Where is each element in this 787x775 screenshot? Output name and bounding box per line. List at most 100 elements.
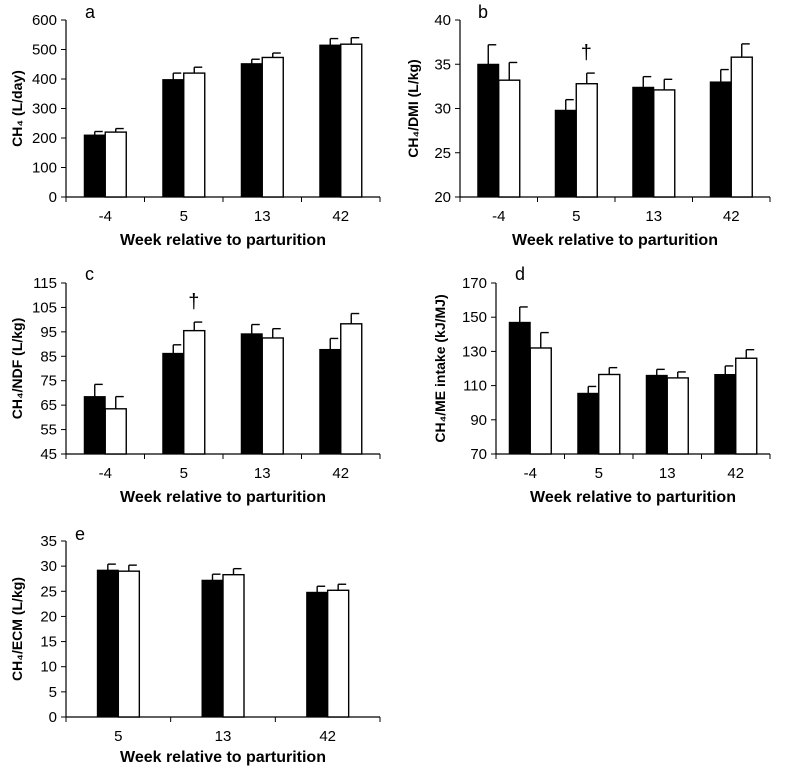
bar-black [201, 579, 224, 718]
panel-letter: a [85, 2, 96, 22]
y-tick-label: 300 [32, 101, 57, 118]
panel-e: 0 5 10 15 20 25 30 35 5 13 42 Week relative to part… [9, 524, 381, 766]
bar-black [319, 44, 342, 198]
y-tick-label: 10 [40, 659, 57, 676]
bar-white [261, 337, 284, 455]
x-tick-label: 42 [723, 208, 740, 225]
bar-white [575, 83, 598, 198]
bar-white [498, 79, 521, 198]
bar-white [529, 347, 552, 455]
x-tick-label: -4 [524, 465, 537, 482]
y-axis-title: CH₄/ME intake (kJ/MJ) [432, 294, 448, 442]
y-tick-label: 55 [40, 422, 57, 439]
y-tick-label: 170 [462, 275, 487, 292]
y-tick-label: 110 [463, 378, 487, 395]
bar-black [306, 591, 329, 718]
panel-c: 45 55 65 75 85 95 105 115 -4 5 13 42 † Week relative … [9, 264, 381, 506]
x-axis-title: Week relative to parturition [120, 489, 326, 506]
y-tick-label: 35 [434, 56, 451, 73]
x-tick-label: 13 [645, 208, 662, 225]
panel-b: 20 25 30 35 40 -4 5 13 42 † Week relative to partu… [405, 2, 771, 249]
x-tick-label: 42 [332, 208, 349, 225]
bar-black [96, 569, 119, 718]
y-tick-label: 90 [470, 412, 487, 429]
bar-white [666, 377, 689, 455]
bar-white [117, 570, 141, 718]
bar-black [83, 396, 106, 455]
x-tick-label: 13 [659, 465, 676, 482]
y-tick-label: 105 [32, 299, 57, 316]
bar-black [632, 86, 655, 198]
bar-black [554, 109, 577, 198]
y-tick-label: 115 [33, 275, 57, 292]
bar-white [735, 357, 758, 455]
y-tick-label: 95 [40, 324, 57, 341]
x-tick-label: 42 [727, 465, 744, 482]
x-tick-label: 42 [332, 465, 349, 482]
x-tick-label: 5 [114, 728, 122, 745]
y-axis-title: CH₄/ECM (L/kg) [9, 577, 25, 681]
x-tick-label: 5 [572, 208, 580, 225]
bar-black [714, 373, 737, 455]
bar-black [319, 348, 342, 455]
x-tick-label: -4 [99, 208, 112, 225]
x-tick-label: 13 [215, 728, 232, 745]
panel-letter: c [85, 264, 94, 284]
y-axis-title: CH₄/DMI (L/kg) [405, 59, 421, 157]
y-tick-label: 5 [49, 684, 57, 701]
x-tick-label: -4 [99, 465, 112, 482]
y-tick-label: 600 [32, 12, 57, 29]
y-axis-title: CH₄ (L/day) [9, 70, 25, 147]
y-tick-label: 400 [32, 71, 57, 88]
y-tick-label: 75 [40, 373, 57, 390]
bar-white [183, 72, 206, 198]
y-axis-title: CH₄/NDF (L/kg) [9, 318, 25, 420]
y-tick-label: 500 [32, 42, 57, 59]
y-tick-label: 70 [470, 446, 487, 463]
x-tick-label: 5 [180, 465, 188, 482]
x-axis-title: Week relative to parturition [120, 749, 326, 766]
y-tick-label: 150 [462, 309, 487, 326]
bar-black [162, 79, 185, 198]
y-tick-label: 30 [434, 101, 451, 118]
y-tick-label: 85 [40, 348, 57, 365]
x-tick-label: 42 [319, 728, 336, 745]
y-tick-label: 0 [49, 189, 57, 206]
bar-black [240, 333, 263, 455]
x-tick-label: 13 [254, 465, 271, 482]
y-tick-label: 65 [40, 397, 57, 414]
y-tick-label: 25 [434, 145, 451, 162]
y-tick-label: 35 [40, 533, 57, 550]
panel-d: 70 90 110 130 150 170 -4 5 13 42 Week relative to … [432, 264, 771, 506]
bar-black [508, 321, 531, 455]
x-axis-title: Week relative to parturition [120, 232, 326, 249]
bar-white [261, 56, 284, 198]
x-axis-title: Week relative to parturition [530, 489, 736, 506]
x-tick-label: 5 [180, 208, 188, 225]
y-tick-label: 45 [40, 446, 57, 463]
panel-a: 0 100 200 300 400 500 600 -4 5 13 42 Week relative … [9, 2, 381, 249]
bar-white [730, 56, 753, 198]
y-tick-label: 25 [40, 583, 57, 600]
y-tick-label: 20 [40, 608, 57, 625]
bar-white [340, 323, 363, 455]
y-tick-label: 20 [434, 189, 451, 206]
bar-white [222, 573, 245, 718]
y-tick-label: 40 [434, 12, 451, 29]
bar-black [709, 81, 732, 198]
bar-white [104, 408, 127, 455]
panel-letter: e [75, 524, 85, 544]
bar-white [183, 329, 206, 455]
x-axis-title: Week relative to parturition [512, 232, 718, 249]
bar-white [598, 373, 621, 455]
bar-white [340, 43, 363, 198]
bar-black [645, 374, 668, 455]
panel-letter: b [478, 2, 488, 22]
y-tick-label: 100 [32, 160, 57, 177]
panel-letter: d [515, 264, 525, 284]
bar-black [477, 63, 500, 198]
x-tick-label: 13 [254, 208, 271, 225]
significance-dagger: † [581, 42, 592, 64]
y-tick-label: 0 [49, 709, 57, 726]
